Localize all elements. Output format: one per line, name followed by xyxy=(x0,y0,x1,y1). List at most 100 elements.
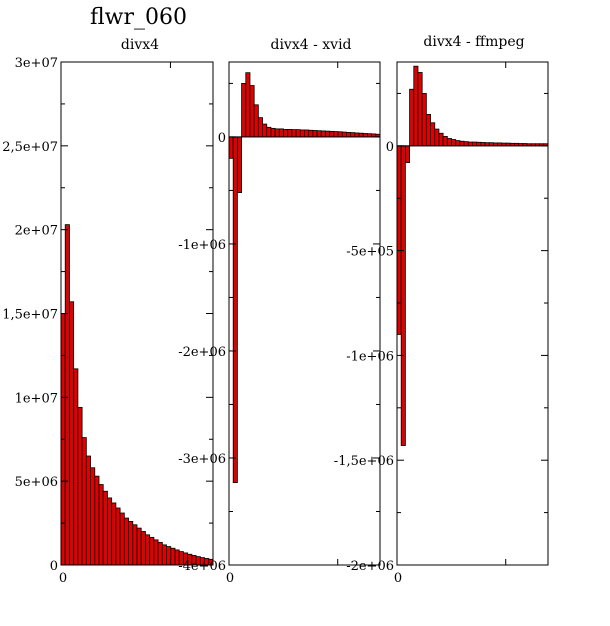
y-tick-label: -5e+05 xyxy=(346,245,394,260)
histogram-bar xyxy=(467,141,473,147)
histogram-bar xyxy=(90,467,96,566)
histogram-bar xyxy=(232,136,238,483)
histogram-bar xyxy=(236,136,242,193)
histogram-bar xyxy=(157,541,163,566)
histogram-bar xyxy=(287,129,293,138)
histogram-bar xyxy=(278,128,284,138)
y-tick-label: -1e+06 xyxy=(346,349,394,364)
histogram-bar xyxy=(128,521,134,566)
histogram-bar xyxy=(316,130,322,138)
histogram-bar xyxy=(434,128,440,147)
plot-frame xyxy=(228,61,381,566)
panel-title: divx4 - ffmpeg xyxy=(423,34,524,50)
histogram-bar xyxy=(140,531,146,566)
histogram-bar xyxy=(274,128,280,138)
y-tick-label: -1,5e+06 xyxy=(334,454,394,469)
histogram-bar xyxy=(262,123,268,138)
y-tick-label: 2,5e+07 xyxy=(2,140,58,155)
histogram-bar xyxy=(480,142,486,147)
plot-frame xyxy=(396,61,549,566)
histogram-bar xyxy=(123,517,129,566)
histogram-bar xyxy=(253,104,259,138)
y-tick-label: 1e+07 xyxy=(15,391,58,406)
y-tick-label: 2e+07 xyxy=(15,224,58,239)
histogram-bar xyxy=(362,133,368,138)
histogram-bar xyxy=(341,131,347,138)
histogram-bar xyxy=(283,129,289,138)
histogram-bar xyxy=(459,140,465,147)
histogram-bar xyxy=(476,141,482,147)
histogram-bar xyxy=(295,129,301,138)
histogram-bar xyxy=(115,507,121,566)
panel-title: divx4 - xvid xyxy=(270,37,351,53)
histogram-bar xyxy=(81,437,87,566)
histogram-bar xyxy=(463,141,469,147)
histogram-bar xyxy=(145,534,151,566)
histogram-bar xyxy=(266,126,272,138)
histogram-bar xyxy=(170,547,176,566)
y-tick-label: -2e+06 xyxy=(178,345,226,360)
histogram-bar xyxy=(413,65,419,147)
histogram-bar xyxy=(451,139,457,147)
histogram-bar xyxy=(358,132,364,138)
histogram-bar xyxy=(249,85,255,138)
histogram-bar xyxy=(98,484,104,566)
histogram-bar xyxy=(136,527,142,566)
panel-divx4-ffmpeg: divx4 - ffmpeg 0 -2e+06 -1,5e+06 -1e+06 -5e… xyxy=(334,34,549,586)
histogram-bar xyxy=(312,130,318,138)
histogram-bar xyxy=(241,83,247,138)
panel-divx4-xvid: divx4 - xvid 0 -4e+06 -3e+06 -2e+06 -1e+06 0 xyxy=(178,37,381,586)
y-tick-label: 0 xyxy=(218,131,226,146)
histogram-bar xyxy=(320,130,326,138)
x-tick-label-0: 0 xyxy=(59,571,67,586)
x-tick-label-0: 0 xyxy=(394,571,402,586)
histogram-bar xyxy=(430,122,436,147)
histogram-bar xyxy=(308,129,314,138)
histogram-bar xyxy=(132,524,138,566)
panel-divx4: divx4 0 0 5e+06 1e+07 1,5e+07 2e+07 2,5e+07 3e… xyxy=(2,37,214,586)
y-tick-label: -4e+06 xyxy=(178,559,226,574)
histogram-bar xyxy=(69,301,75,566)
histogram-bar xyxy=(245,72,251,138)
y-tick-label: 0 xyxy=(50,559,58,574)
histogram-bar xyxy=(64,224,70,566)
histogram-bar xyxy=(404,145,410,164)
histogram-bar xyxy=(228,136,234,159)
histogram-bar xyxy=(153,539,159,566)
y-tick-label: 3e+07 xyxy=(15,56,58,71)
histogram-bar xyxy=(77,406,83,566)
y-tick-label: -3e+06 xyxy=(178,452,226,467)
histogram-bar xyxy=(396,145,402,335)
histogram-bar xyxy=(346,132,352,138)
histogram-bar xyxy=(472,141,478,147)
histogram-bar xyxy=(337,131,343,138)
y-tick-label: 0 xyxy=(386,140,394,155)
histogram-bar xyxy=(85,455,91,566)
histogram-bar xyxy=(291,129,297,138)
histogram-bar xyxy=(446,138,452,147)
histogram-bar xyxy=(149,536,155,566)
y-tick-label: -1e+06 xyxy=(178,238,226,253)
panel-title: divx4 xyxy=(121,37,159,53)
histogram-bar xyxy=(417,72,423,147)
histogram-bar xyxy=(73,368,79,566)
histogram-bar xyxy=(325,130,331,138)
histogram-bar xyxy=(400,145,406,446)
histogram-bar xyxy=(438,132,444,147)
y-tick-label: 1,5e+07 xyxy=(2,308,58,323)
histogram-bar xyxy=(304,129,310,138)
histogram-bar xyxy=(119,512,125,566)
histogram-bar xyxy=(102,490,108,566)
histogram-bar xyxy=(425,114,431,147)
histogram-bar xyxy=(107,497,113,566)
histogram-bar xyxy=(299,129,305,138)
histogram-bar xyxy=(455,140,461,147)
y-tick-label: 5e+06 xyxy=(15,475,58,490)
x-tick-label-0: 0 xyxy=(226,571,234,586)
histogram-bar xyxy=(270,127,276,138)
histogram-bar xyxy=(329,130,335,138)
histogram-bar xyxy=(257,117,263,138)
y-tick-label: -2e+06 xyxy=(346,559,394,574)
histogram-bar xyxy=(409,88,415,147)
